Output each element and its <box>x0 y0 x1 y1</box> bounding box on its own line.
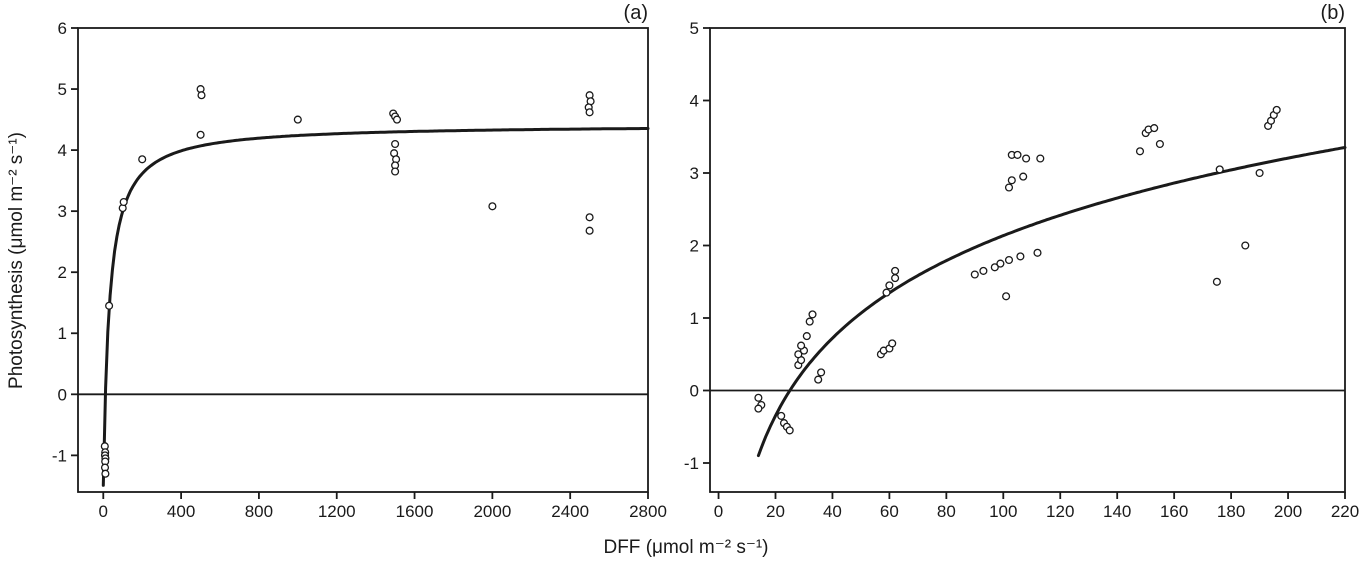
panel-a-label: (a) <box>623 2 648 24</box>
fit-curve <box>756 146 1347 458</box>
data-point <box>979 266 988 275</box>
x-tick-label: 40 <box>823 502 842 521</box>
y-tick-label: 0 <box>58 385 67 404</box>
data-point <box>391 139 400 149</box>
data-point <box>777 411 786 420</box>
x-tick-label: 2400 <box>551 502 589 521</box>
fit-curve <box>101 127 650 487</box>
y-tick-label: 4 <box>690 91 699 110</box>
data-point <box>1215 165 1224 174</box>
data-point <box>488 202 497 211</box>
data-point <box>1016 252 1025 261</box>
data-point <box>1022 154 1031 163</box>
y-tick-label: 2 <box>58 263 67 282</box>
data-point <box>817 368 826 377</box>
panel-b-chart: 0 20 40 60 80 100 120 140 160 180 200 220 -1 0 1 2 3 4 5 <box>684 19 1359 521</box>
x-tick-label: 140 <box>1103 502 1131 521</box>
x-tick-label: 80 <box>937 502 956 521</box>
data-point <box>970 270 979 279</box>
data-point <box>1150 124 1159 133</box>
data-point <box>797 341 806 350</box>
data-point <box>1007 176 1016 185</box>
y-tick-label: 0 <box>690 381 699 400</box>
data-point <box>1013 150 1022 159</box>
x-tick-label: 0 <box>714 502 723 521</box>
y-tick-label: -1 <box>52 446 67 465</box>
data-point <box>891 274 900 283</box>
data-point <box>101 469 110 478</box>
data-point <box>1155 139 1164 149</box>
data-point <box>808 310 817 319</box>
data-point <box>1002 292 1011 301</box>
x-tick-label: 800 <box>245 502 273 521</box>
data-point <box>1241 241 1250 250</box>
data-point <box>891 266 900 275</box>
data-point <box>392 115 402 124</box>
x-tick-label: 120 <box>1046 502 1074 521</box>
y-tick-label: 3 <box>58 202 67 221</box>
data-point <box>754 393 763 402</box>
y-tick-label: 1 <box>690 309 699 328</box>
data-point <box>585 226 594 235</box>
data-point <box>1033 248 1042 257</box>
y-tick-label: 1 <box>58 324 67 343</box>
data-point <box>1135 147 1145 156</box>
data-point <box>888 339 897 348</box>
data-point <box>197 91 206 100</box>
x-axis-label: DFF (μmol m⁻² s⁻¹) <box>603 537 769 558</box>
x-tick-label: 1600 <box>396 502 434 521</box>
x-tick-label: 0 <box>99 502 108 521</box>
data-point <box>996 259 1005 268</box>
x-tick-label: 100 <box>989 502 1017 521</box>
data-point <box>754 404 763 413</box>
panel-b-label: (b) <box>1320 2 1345 24</box>
y-tick-label: 3 <box>690 164 699 183</box>
data-point <box>814 375 823 384</box>
x-tick-label: 220 <box>1331 502 1359 521</box>
panel-a-chart: 0 400 800 1200 1600 2000 2400 2800 -1 0 1 2 3 4 5 6 <box>52 19 667 521</box>
data-point <box>990 263 999 272</box>
axis-frame <box>77 27 649 493</box>
y-tick-label: 5 <box>690 19 699 38</box>
data-point <box>785 426 794 435</box>
data-point <box>585 108 594 117</box>
y-tick-label: 2 <box>690 236 699 255</box>
axis-frame <box>709 27 1346 493</box>
data-point <box>1255 168 1264 178</box>
x-tick-label: 2800 <box>629 502 667 521</box>
data-point <box>882 288 891 297</box>
data-point <box>1019 172 1028 181</box>
y-tick-label: 4 <box>58 141 67 160</box>
data-point <box>1004 183 1014 192</box>
data-point <box>1004 255 1014 265</box>
y-tick-label: 6 <box>58 19 67 38</box>
x-tick-label: 200 <box>1274 502 1302 521</box>
data-point <box>293 115 302 124</box>
data-point <box>794 350 803 359</box>
x-tick-label: 60 <box>880 502 899 521</box>
data-point <box>802 332 811 341</box>
data-point <box>105 301 114 310</box>
data-point <box>196 130 205 139</box>
x-tick-label: 1200 <box>318 502 356 521</box>
y-tick-label: 5 <box>58 80 67 99</box>
data-point <box>138 155 147 164</box>
data-point <box>1272 105 1281 114</box>
y-tick-label: -1 <box>684 454 699 473</box>
data-point <box>805 317 814 326</box>
x-tick-label: 2000 <box>473 502 511 521</box>
x-tick-label: 20 <box>766 502 785 521</box>
data-point <box>391 167 400 176</box>
data-point <box>1036 154 1045 163</box>
x-tick-label: 160 <box>1160 502 1188 521</box>
data-point <box>1212 277 1221 286</box>
x-tick-label: 400 <box>167 502 195 521</box>
data-point <box>585 213 594 222</box>
data-point <box>885 281 894 290</box>
x-tick-label: 180 <box>1217 502 1245 521</box>
data-point <box>119 197 128 207</box>
